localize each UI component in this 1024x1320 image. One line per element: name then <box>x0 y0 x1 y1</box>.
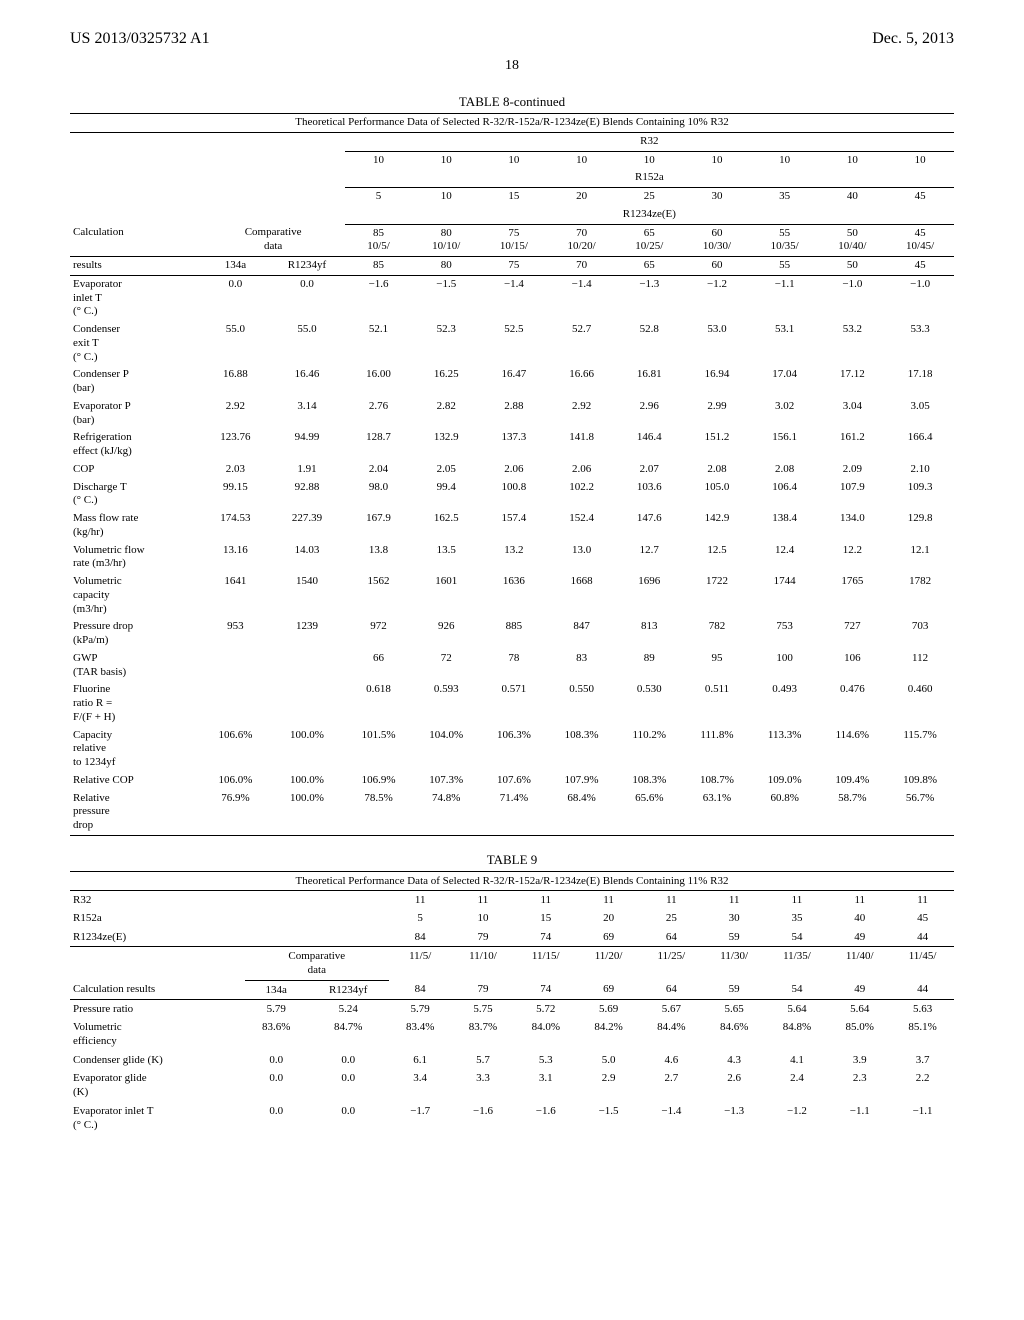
row-label: Mass flow rate (kg/hr) <box>70 510 202 542</box>
table8-label: TABLE 8-continued <box>70 94 954 110</box>
row-label: Volumetric capacity (m3/hr) <box>70 573 202 618</box>
table-row: Mass flow rate (kg/hr)174.53227.39167.91… <box>70 510 954 542</box>
table-row: Volumetric efficiency83.6%84.7%83.4%83.7… <box>70 1018 954 1051</box>
table-row: Discharge T (° C.)99.1592.8898.099.4100.… <box>70 479 954 511</box>
table-row: Relative COP106.0%100.0%106.9%107.3%107.… <box>70 772 954 790</box>
doc-date: Dec. 5, 2013 <box>872 30 954 48</box>
comp-row: R152a51015202530354045 <box>70 909 954 927</box>
comp-row: R32111111111111111111 <box>70 891 954 909</box>
table-row: Condenser P (bar)16.8816.4616.0016.2516.… <box>70 366 954 398</box>
page: US 2013/0325732 A1 Dec. 5, 2013 18 TABLE… <box>0 0 1024 1320</box>
t9-ratio-row: Comparative data 11/5/ 11/10/ 11/15/ 11/… <box>70 947 954 980</box>
page-number: 18 <box>70 58 954 74</box>
table-row: Evaporator inlet T (° C.)0.00.0−1.7−1.6−… <box>70 1102 954 1135</box>
row-label: Pressure drop (kPa/m) <box>70 618 202 650</box>
table-row: Volumetric flow rate (m3/hr)13.1614.0313… <box>70 542 954 574</box>
table-row: Fluorine ratio R = F/(F + H)0.6180.5930.… <box>70 681 954 726</box>
table-row: Refrigeration effect (kJ/kg)123.7694.991… <box>70 429 954 461</box>
row-label: COP <box>70 461 202 479</box>
row-label: Relative COP <box>70 772 202 790</box>
table-row: Evaporator inlet T (° C.)0.00.0−1.6−1.5−… <box>70 275 954 321</box>
table8: Theoretical Performance Data of Selected… <box>70 113 954 836</box>
row-label: Condenser exit T (° C.) <box>70 321 202 366</box>
table-row: GWP (TAR basis)667278838995100106112 <box>70 650 954 682</box>
row-label: Refrigeration effect (kJ/kg) <box>70 429 202 461</box>
table-row: Pressure ratio5.795.245.795.755.725.695.… <box>70 999 954 1018</box>
row-label: Evaporator inlet T (° C.) <box>70 275 202 321</box>
table-row: Evaporator glide (K)0.00.03.43.33.12.92.… <box>70 1069 954 1102</box>
doc-number: US 2013/0325732 A1 <box>70 30 210 48</box>
row-label: GWP (TAR basis) <box>70 650 202 682</box>
table-row: Volumetric capacity (m3/hr)1641154015621… <box>70 573 954 618</box>
table-row: Condenser glide (K)0.00.06.15.75.35.04.6… <box>70 1051 954 1069</box>
r152a-values-row: 5 10 15 20 25 30 35 40 45 <box>70 188 954 206</box>
results-header-row: results 134a R1234yf 85 80 75 70 65 60 5… <box>70 257 954 276</box>
r1234ze-header: R1234ze(E) <box>345 206 954 224</box>
row-label: Relative pressure drop <box>70 790 202 836</box>
table-row: Condenser exit T (° C.)55.055.052.152.35… <box>70 321 954 366</box>
table-row: COP2.031.912.042.052.062.062.072.082.082… <box>70 461 954 479</box>
r32-header: R32 <box>345 133 954 151</box>
table8-title: Theoretical Performance Data of Selected… <box>70 114 954 133</box>
table-row: Pressure drop (kPa/m)9531239972926885847… <box>70 618 954 650</box>
row-label: Evaporator P (bar) <box>70 398 202 430</box>
r32-values-row: 10 10 10 10 10 10 10 10 10 <box>70 151 954 169</box>
row-label: Discharge T (° C.) <box>70 479 202 511</box>
table-row: Capacity relative to 1234yf106.6%100.0%1… <box>70 727 954 772</box>
table9-label: TABLE 9 <box>70 852 954 868</box>
comp-row: R1234ze(E)847974696459544944 <box>70 928 954 947</box>
table9-title: Theoretical Performance Data of Selected… <box>70 871 954 890</box>
row-label: Fluorine ratio R = F/(F + H) <box>70 681 202 726</box>
table-row: Relative pressure drop76.9%100.0%78.5%74… <box>70 790 954 836</box>
page-header: US 2013/0325732 A1 Dec. 5, 2013 <box>70 30 954 48</box>
row-label: Capacity relative to 1234yf <box>70 727 202 772</box>
ratio-row: Calculation Comparative data 85 10/5/ 80… <box>70 224 954 257</box>
t9-results-header: Calculation results 134a R1234yf 84 79 7… <box>70 980 954 999</box>
row-label: Condenser P (bar) <box>70 366 202 398</box>
table-row: Evaporator P (bar)2.923.142.762.822.882.… <box>70 398 954 430</box>
table9: Theoretical Performance Data of Selected… <box>70 871 954 1134</box>
row-label: Volumetric flow rate (m3/hr) <box>70 542 202 574</box>
r152a-header: R152a <box>345 169 954 187</box>
